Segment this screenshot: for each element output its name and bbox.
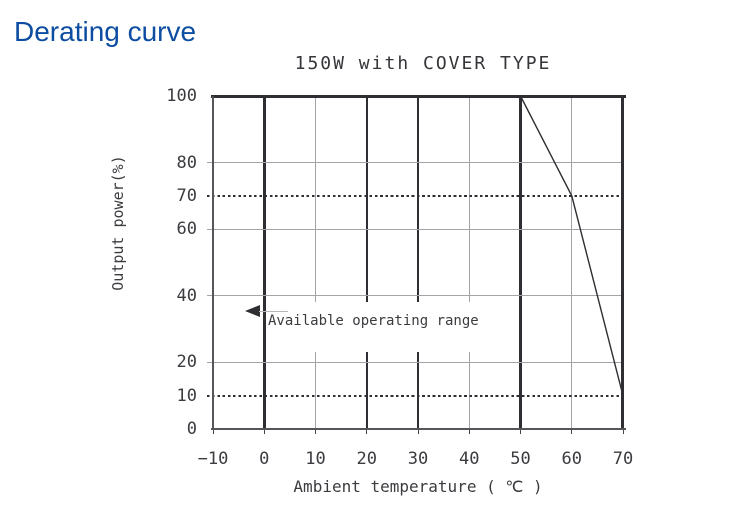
- y-tick-label: 40: [176, 285, 197, 306]
- x-axis-tick: [520, 429, 521, 434]
- x-axis-tick: [622, 429, 624, 434]
- gridline-horizontal-thin: [207, 162, 623, 164]
- annotation-label: Available operating range: [268, 313, 479, 329]
- x-tick-label: 50: [510, 449, 531, 469]
- x-axis-tick: [366, 429, 368, 434]
- plot-border-top: [211, 95, 626, 98]
- x-tick-label: 60: [561, 449, 582, 469]
- y-tick-label: 70: [176, 185, 197, 206]
- gridline-vertical-thin: [315, 96, 316, 429]
- x-tick-label: 20: [356, 449, 377, 469]
- x-axis-title: Ambient temperature ( ℃ ): [293, 477, 543, 496]
- gridline-vertical-thick: [519, 96, 522, 429]
- y-tick-label: 20: [176, 352, 197, 373]
- gridline-vertical-thin: [468, 96, 470, 429]
- gridline-vertical-thin: [571, 96, 573, 429]
- gridline-vertical-thick: [263, 96, 266, 429]
- y-tick-label: 0: [186, 419, 197, 439]
- x-tick-label: 70: [612, 449, 634, 469]
- gridline-horizontal-dotted: [207, 194, 623, 197]
- y-axis-title: Output power(%): [109, 155, 127, 291]
- x-tick-label: 0: [259, 449, 270, 469]
- chart-title: 150W with COVER TYPE: [294, 53, 552, 74]
- x-axis-tick: [571, 429, 573, 434]
- arrow-tail-line: [259, 310, 288, 312]
- plot-border-bottom: [211, 428, 626, 430]
- gridline-horizontal-thin: [207, 361, 623, 363]
- x-tick-label: 10: [305, 449, 326, 469]
- plot-border-right: [621, 96, 624, 429]
- x-axis-tick: [468, 429, 470, 434]
- x-axis-tick: [315, 429, 316, 434]
- x-tick-label: 40: [459, 449, 480, 469]
- x-axis-tick: [212, 429, 214, 434]
- gridline-horizontal-thin: [207, 295, 623, 297]
- y-tick-label: 60: [176, 219, 197, 240]
- x-axis-tick: [417, 429, 419, 434]
- gridline-vertical-thick: [365, 96, 368, 429]
- gridline-horizontal-thin: [207, 228, 623, 230]
- page-title: Derating curve: [14, 16, 197, 47]
- x-axis-tick: [263, 429, 265, 434]
- gridline-vertical-thick: [416, 96, 420, 429]
- left-arrow-icon: [245, 305, 260, 317]
- x-tick-label: 30: [407, 449, 429, 469]
- plot-border-left: [212, 96, 214, 430]
- y-tick-label: 10: [176, 385, 197, 406]
- gridline-horizontal-dotted: [207, 394, 623, 397]
- y-tick-label: 100: [166, 86, 197, 106]
- y-tick-label: 80: [176, 152, 197, 173]
- x-tick-label: −10: [197, 449, 229, 469]
